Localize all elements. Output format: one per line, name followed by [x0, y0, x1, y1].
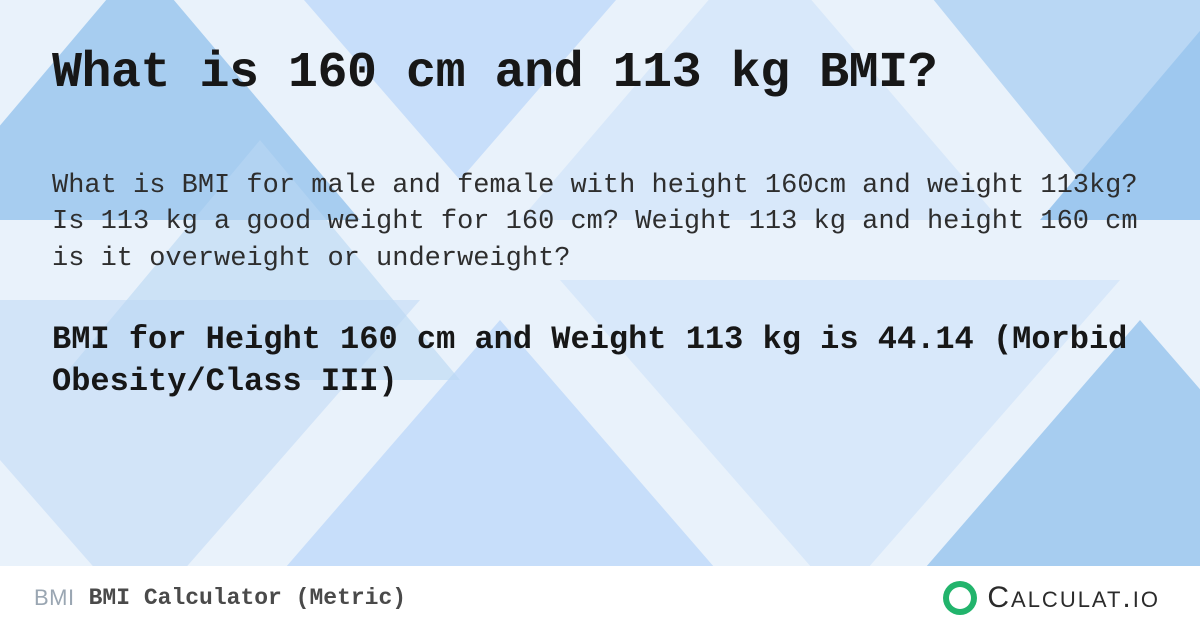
page-title: What is 160 cm and 113 kg BMI? [52, 46, 1148, 102]
calculator-label: BMI Calculator (Metric) [89, 585, 406, 611]
footer-bar: BMI BMI Calculator (Metric) CALCULAT.IO [0, 566, 1200, 630]
bmi-result: BMI for Height 160 cm and Weight 113 kg … [52, 319, 1148, 402]
description-text: What is BMI for male and female with hei… [52, 168, 1148, 277]
footer-left: BMI BMI Calculator (Metric) [34, 585, 406, 611]
brand-text: CALCULAT.IO [987, 581, 1160, 615]
brand: CALCULAT.IO [943, 581, 1160, 615]
bmi-badge: BMI [34, 585, 75, 611]
content-area: What is 160 cm and 113 kg BMI? What is B… [0, 0, 1200, 630]
logo-icon [943, 581, 977, 615]
